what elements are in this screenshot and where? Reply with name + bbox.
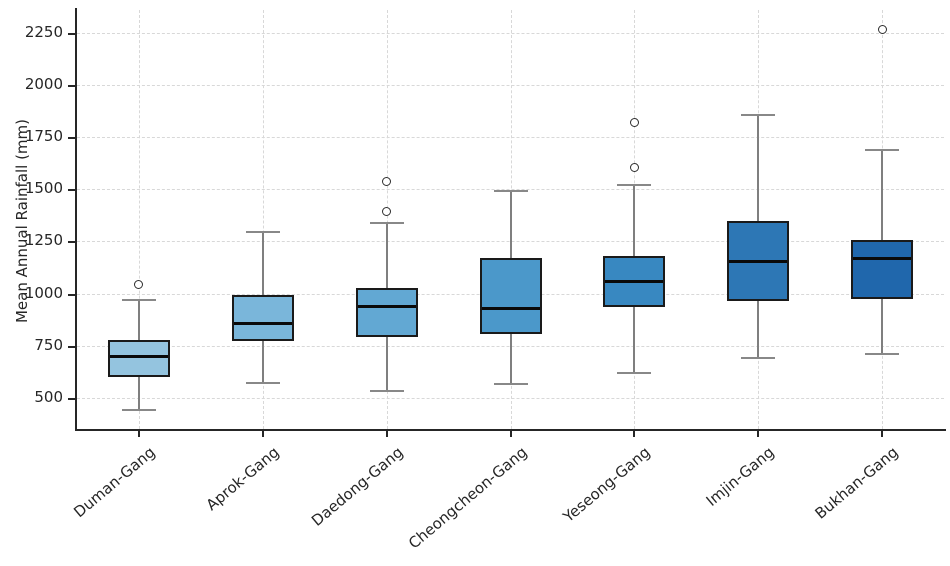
- x-tick-mark: [385, 431, 388, 437]
- x-tick-label: Imjin-Gang: [702, 443, 778, 510]
- whisker-cap-upper: [741, 114, 776, 117]
- v-gridline: [138, 10, 140, 429]
- median-line: [481, 307, 540, 311]
- whisker-lower: [137, 376, 140, 411]
- y-tick-mark: [68, 345, 75, 348]
- whisker-lower: [881, 298, 884, 354]
- outlier-point: [629, 162, 639, 172]
- y-tick-mark: [68, 397, 75, 400]
- outlier-point: [382, 206, 392, 216]
- x-tick-mark: [633, 431, 636, 437]
- y-tick-mark: [68, 85, 75, 88]
- x-tick-label: Duman-Gang: [70, 443, 159, 522]
- whisker-cap-lower: [245, 382, 280, 385]
- box-bukhan-gang: [851, 239, 914, 299]
- v-gridline: [262, 10, 264, 429]
- whisker-lower: [633, 307, 636, 373]
- whisker-cap-lower: [617, 371, 652, 374]
- box-daedong-gang: [355, 288, 418, 338]
- median-line: [729, 260, 788, 264]
- median-line: [853, 256, 912, 260]
- whisker-cap-lower: [493, 382, 528, 385]
- y-tick-mark: [68, 137, 75, 140]
- outlier-point: [629, 117, 639, 127]
- y-tick-mark: [68, 189, 75, 192]
- whisker-lower: [757, 300, 760, 359]
- y-tick-label: 2250: [24, 22, 63, 41]
- whisker-cap-lower: [741, 357, 776, 360]
- whisker-upper: [509, 191, 512, 258]
- x-tick-mark: [881, 431, 884, 437]
- whisker-lower: [261, 341, 264, 384]
- x-tick-label: Aprok-Gang: [202, 443, 283, 515]
- box-cheongcheon-gang: [479, 257, 542, 334]
- whisker-lower: [509, 333, 512, 384]
- x-tick-mark: [509, 431, 512, 437]
- y-tick-label: 1500: [24, 179, 63, 198]
- box-aprok-gang: [231, 294, 294, 342]
- y-tick-mark: [68, 32, 75, 35]
- whisker-cap-upper: [617, 183, 652, 186]
- median-line: [233, 321, 292, 325]
- y-tick-label: 1000: [24, 283, 63, 302]
- median-line: [109, 354, 168, 358]
- outlier-point: [134, 279, 144, 289]
- y-tick-mark: [68, 293, 75, 296]
- x-axis-line: [75, 429, 946, 431]
- y-tick-label: 1250: [24, 231, 63, 250]
- whisker-cap-lower: [121, 409, 156, 412]
- x-tick-label: Cheongcheon-Gang: [404, 443, 531, 553]
- x-tick-label: Daedong-Gang: [307, 443, 407, 530]
- outlier-point: [877, 24, 887, 34]
- whisker-upper: [385, 222, 388, 289]
- median-line: [357, 304, 416, 308]
- y-tick-label: 1750: [24, 127, 63, 146]
- whisker-upper: [633, 184, 636, 256]
- y-tick-mark: [68, 241, 75, 244]
- y-tick-label: 2000: [24, 75, 63, 94]
- whisker-upper: [881, 149, 884, 240]
- box-duman-gang: [107, 340, 170, 377]
- whisker-upper: [757, 115, 760, 221]
- whisker-cap-upper: [493, 190, 528, 193]
- y-tick-label: 500: [34, 387, 63, 406]
- y-axis-line: [75, 8, 77, 431]
- whisker-upper: [137, 299, 140, 341]
- x-tick-mark: [137, 431, 140, 437]
- v-gridline: [386, 10, 388, 429]
- y-tick-label: 750: [34, 335, 63, 354]
- x-tick-label: Bukhan-Gang: [811, 443, 902, 523]
- x-tick-mark: [261, 431, 264, 437]
- whisker-upper: [261, 232, 264, 295]
- whisker-cap-upper: [121, 298, 156, 301]
- whisker-cap-lower: [865, 352, 900, 355]
- whisker-cap-lower: [369, 390, 404, 393]
- whisker-cap-upper: [369, 221, 404, 224]
- median-line: [605, 280, 664, 284]
- whisker-cap-upper: [245, 231, 280, 234]
- x-tick-mark: [757, 431, 760, 437]
- whisker-cap-upper: [865, 148, 900, 151]
- x-tick-label: Yeseong-Gang: [560, 443, 654, 526]
- outlier-point: [382, 176, 392, 186]
- whisker-lower: [385, 337, 388, 392]
